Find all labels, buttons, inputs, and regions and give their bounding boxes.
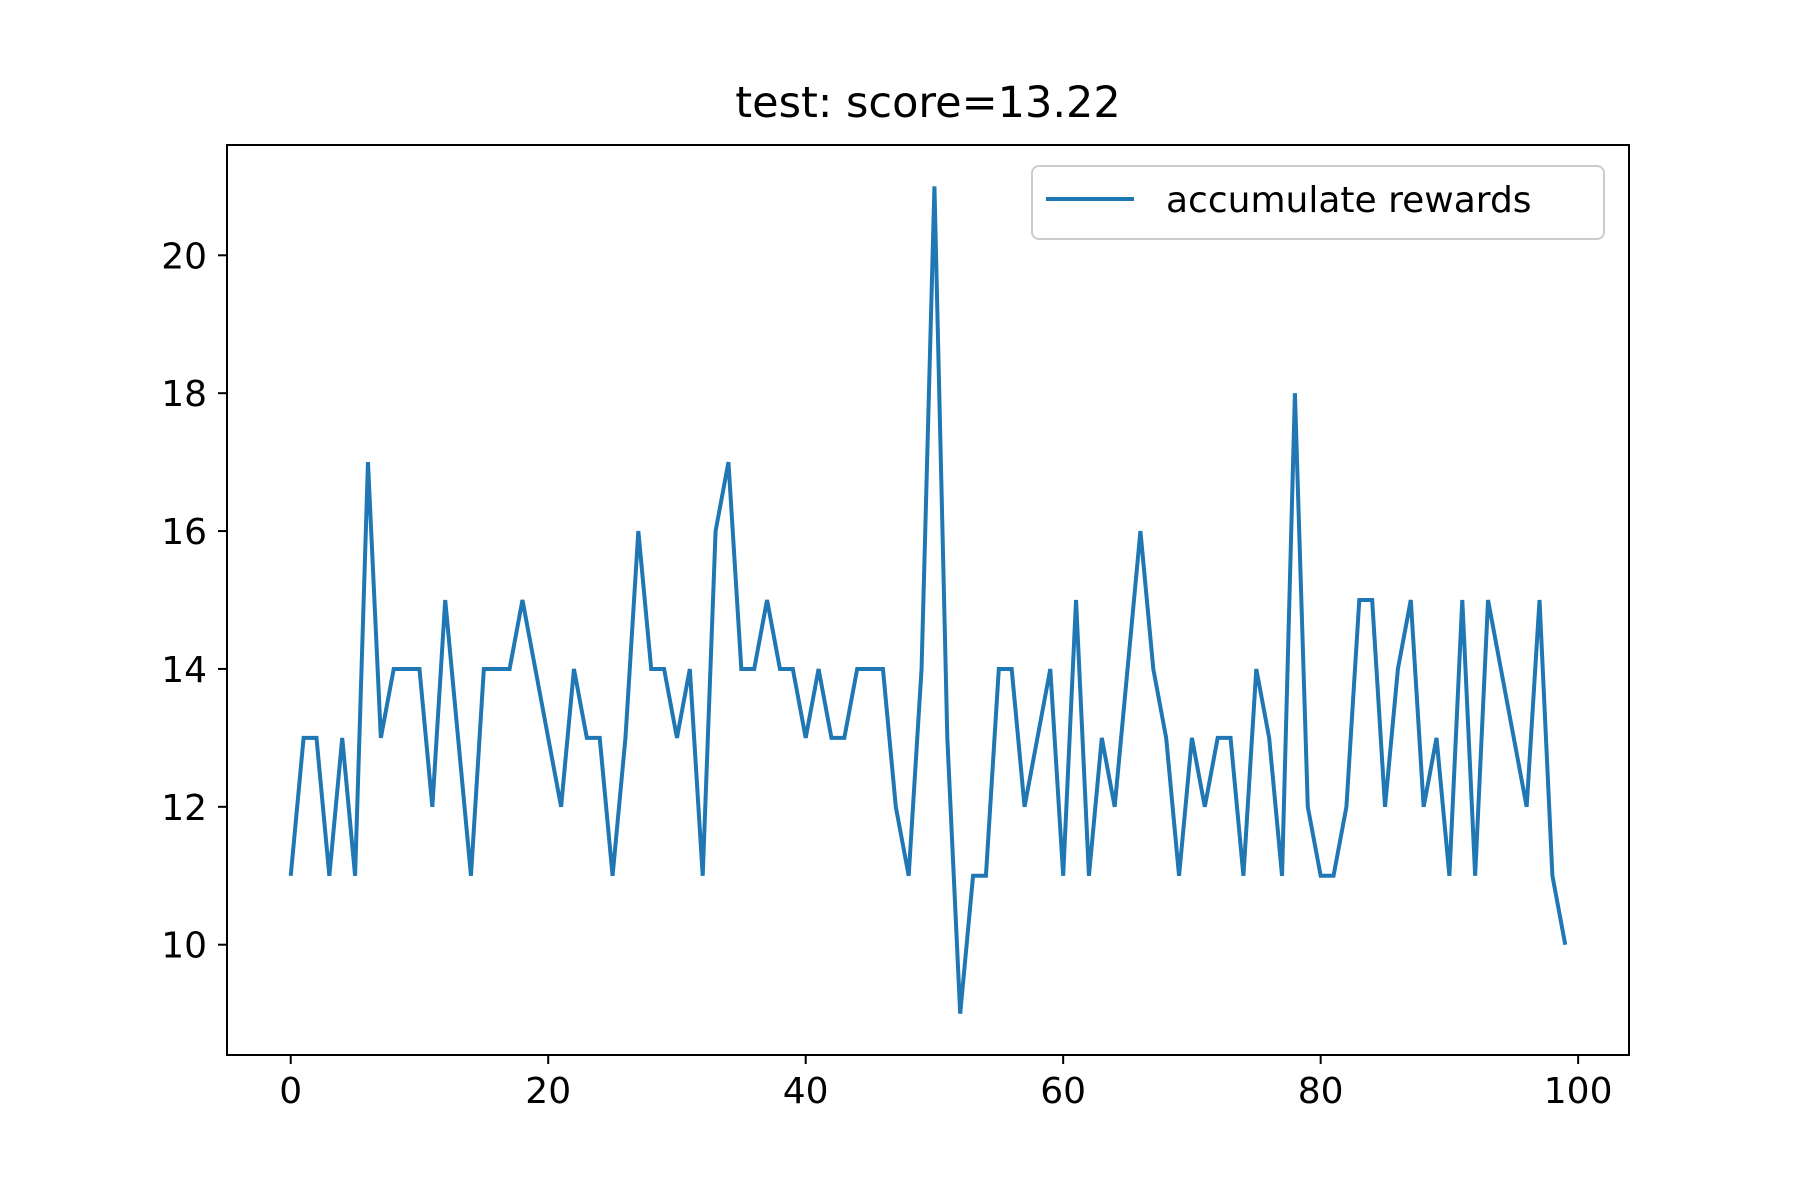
- y-axis: 10 12 14 16 18 20: [161, 236, 227, 967]
- y-tick-label: 12: [161, 788, 207, 829]
- series-line-0: [288, 186, 1568, 1014]
- legend-frame: [1031, 165, 1605, 240]
- x-tick-label: 0: [279, 1071, 302, 1112]
- y-tick-label: 10: [161, 926, 207, 967]
- x-axis: 0 20 40 60 80 100: [279, 1055, 1613, 1112]
- legend-label: accumulate rewards: [1166, 180, 1532, 221]
- legend: accumulate rewards: [1031, 165, 1605, 240]
- x-tick-label: 20: [525, 1071, 571, 1112]
- axes-frame: [226, 144, 1630, 1056]
- plot-area: [288, 186, 1568, 1014]
- x-tick-label: 60: [1040, 1071, 1086, 1112]
- x-tick-label: 40: [783, 1071, 829, 1112]
- y-tick-label: 20: [161, 236, 207, 277]
- y-tick-label: 14: [161, 650, 207, 691]
- chart-title: test: score=13.22: [735, 78, 1120, 128]
- y-tick-label: 16: [161, 512, 207, 553]
- y-tick-label: 18: [161, 374, 207, 415]
- x-tick-label: 80: [1298, 1071, 1344, 1112]
- x-tick-label: 100: [1544, 1071, 1613, 1112]
